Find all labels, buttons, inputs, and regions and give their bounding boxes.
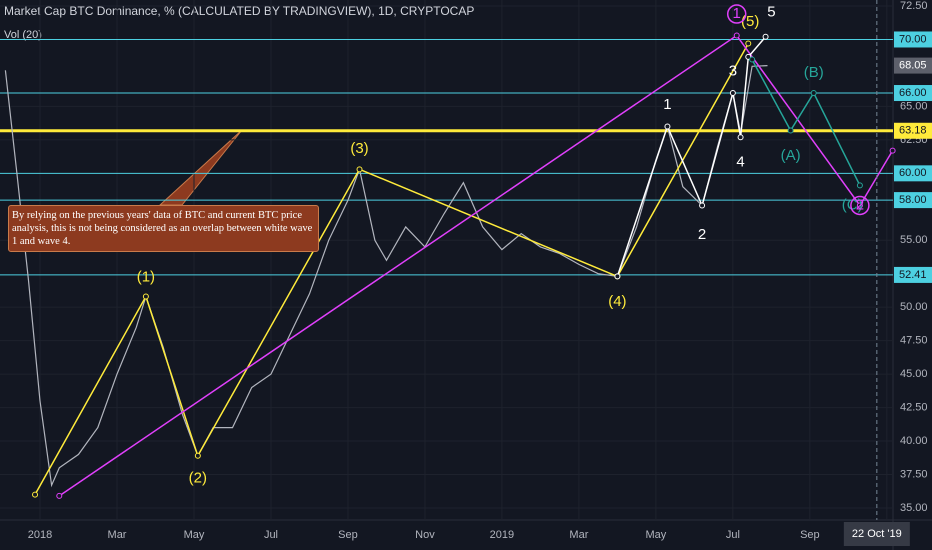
price-tag — [894, 165, 932, 182]
wave-point — [733, 32, 740, 39]
wave-label: 1 — [663, 96, 671, 113]
wave-circle — [850, 195, 870, 216]
wave-label: 2 — [698, 226, 706, 243]
wave-point — [787, 127, 794, 134]
price-tag-label: 66.00 — [899, 87, 927, 99]
chart-subtitle: Vol (20) — [4, 29, 42, 41]
y-tick-label: 47.50 — [900, 335, 928, 347]
y-tick-label: 72.50 — [900, 0, 928, 12]
wave-point — [664, 123, 671, 130]
wave-label: (5) — [741, 13, 759, 30]
price-tag-label: 60.00 — [899, 167, 927, 179]
note-box: By relying on the previous years' data o… — [8, 205, 319, 252]
crosshair-label: 22 Oct '19 — [852, 528, 902, 540]
wave-point — [142, 293, 149, 300]
price-tag-label: 63.18 — [899, 125, 927, 137]
price-tag — [894, 31, 932, 48]
wave-point — [356, 166, 363, 173]
wave-point — [762, 33, 769, 40]
wave-label: 1 — [733, 5, 741, 22]
wave-circle — [726, 4, 747, 24]
wave-label: (A) — [781, 147, 801, 164]
wave-line — [751, 59, 861, 186]
x-tick-label: Mar — [569, 529, 588, 541]
y-tick-label: 37.50 — [900, 468, 928, 480]
x-tick-label: Sep — [338, 529, 358, 541]
wave-point — [810, 90, 817, 97]
wave-point — [56, 492, 63, 499]
wave-point — [737, 134, 744, 141]
wave-label: 3 — [729, 63, 737, 80]
wave-point — [745, 40, 752, 47]
wave-label: (C) — [842, 196, 863, 213]
y-tick-label: 55.00 — [900, 234, 928, 246]
wave-point — [699, 202, 706, 209]
y-tick-label: 50.00 — [900, 301, 928, 313]
y-tick-label: 45.00 — [900, 368, 928, 380]
price-tag-label: 52.41 — [899, 269, 927, 281]
price-tag — [894, 57, 932, 74]
wave-label: (3) — [350, 140, 368, 157]
x-tick-label: May — [646, 529, 667, 541]
x-tick-label: Sep — [800, 529, 820, 541]
crosshair-tag — [843, 522, 910, 546]
x-tick-label: Mar — [108, 529, 127, 541]
y-tick-label: 35.00 — [900, 502, 928, 514]
wave-point — [889, 147, 896, 154]
wave-line — [58, 34, 894, 497]
wave-point — [194, 452, 201, 459]
y-tick-label: 42.50 — [900, 401, 928, 413]
x-tick-label: 2019 — [490, 529, 514, 541]
price-tag — [894, 122, 932, 139]
wave-point — [856, 202, 863, 209]
y-tick-label: 40.00 — [900, 435, 928, 447]
wave-point — [32, 491, 39, 498]
x-tick-label: Jul — [726, 529, 740, 541]
price-tag — [894, 266, 932, 283]
price-tag-label: 58.00 — [899, 194, 927, 206]
wave-line — [34, 43, 749, 495]
wave-point — [856, 182, 863, 189]
wave-point — [614, 273, 621, 280]
wave-label: 2 — [856, 196, 864, 213]
wave-point — [749, 56, 756, 63]
price-tag-label: 68.05 — [899, 59, 927, 71]
wave-label: 5 — [767, 4, 775, 21]
wave-label: (B) — [804, 64, 824, 81]
price-tag — [894, 85, 932, 102]
price-tag — [894, 192, 932, 209]
wave-label: 4 — [736, 154, 744, 171]
x-tick-label: Jul — [264, 529, 278, 541]
wave-label: (1) — [137, 269, 155, 286]
y-tick-label: 65.00 — [900, 100, 928, 112]
x-tick-label: Nov — [415, 529, 435, 541]
wave-label: (4) — [608, 293, 626, 310]
x-tick-label: 2018 — [28, 529, 52, 541]
wave-point — [729, 90, 736, 97]
x-tick-label: May — [184, 529, 205, 541]
wave-label: (2) — [189, 469, 207, 486]
chart-title: Market Cap BTC Dominance, % (CALCULATED … — [4, 4, 474, 18]
price-tag-label: 70.00 — [899, 33, 927, 45]
